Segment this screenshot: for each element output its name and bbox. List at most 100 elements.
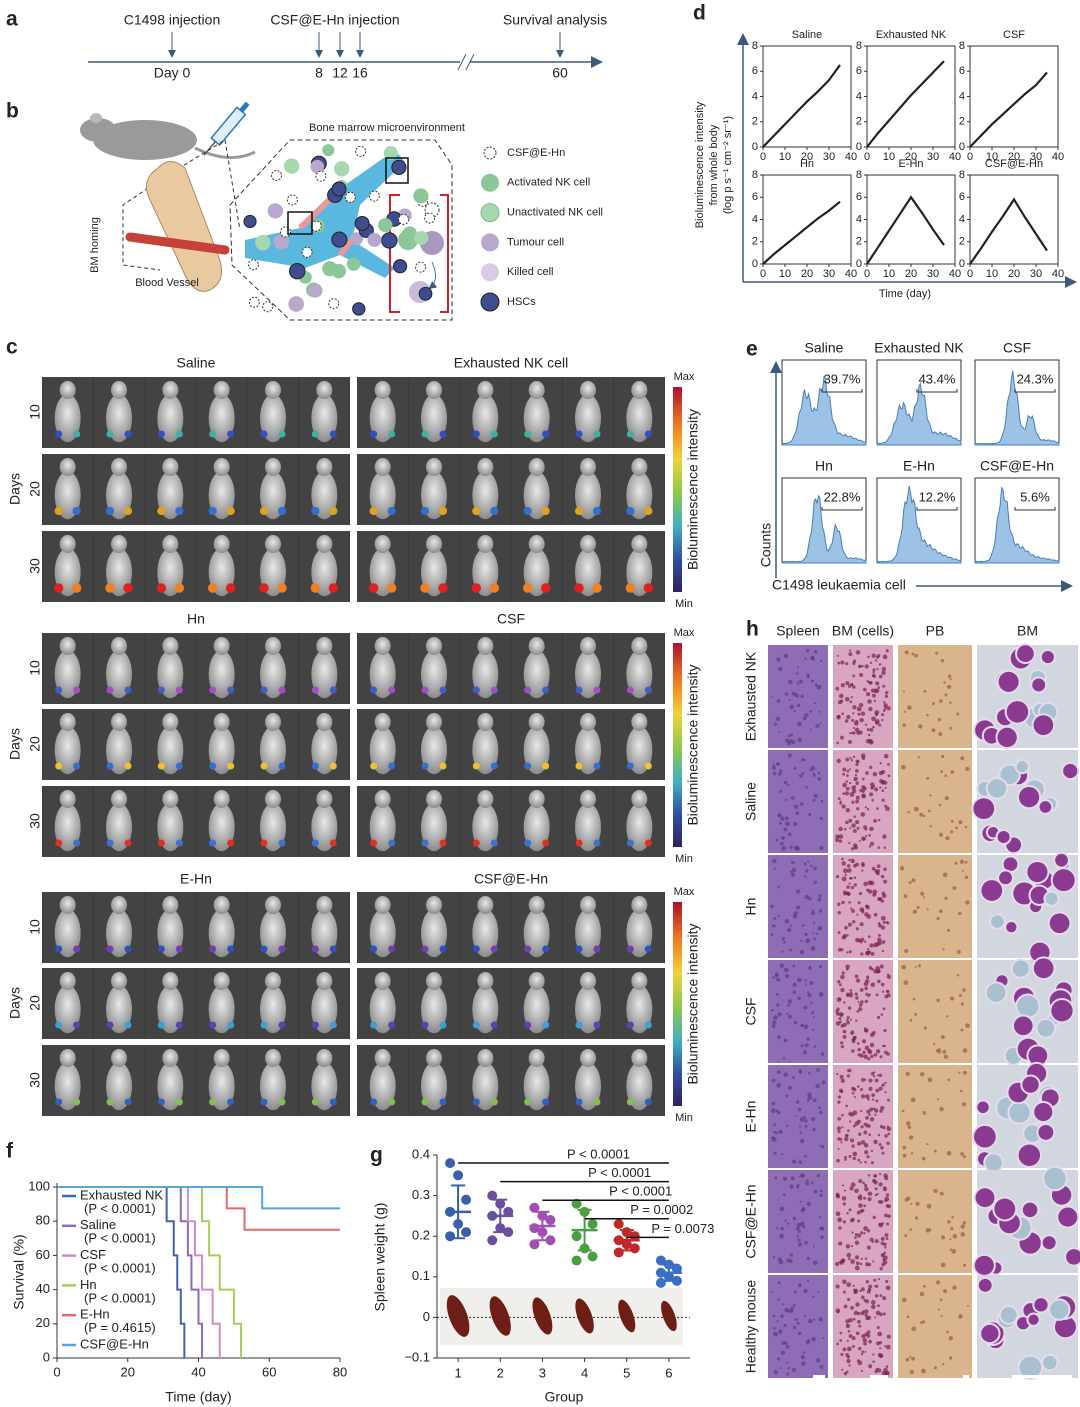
mouse-head	[374, 1049, 391, 1067]
cell-nucleus	[1041, 651, 1054, 664]
signal	[124, 945, 132, 953]
signal	[106, 945, 114, 953]
mouse	[106, 803, 132, 852]
stain	[869, 765, 873, 770]
day-label: 10	[27, 660, 43, 676]
stain	[854, 1121, 859, 1126]
stain	[836, 1072, 839, 1076]
stain	[771, 1024, 776, 1028]
mouse-head	[528, 896, 545, 914]
signal	[124, 839, 132, 847]
stain	[798, 1175, 801, 1178]
stain	[880, 1236, 885, 1241]
stain	[838, 1241, 843, 1246]
stain	[867, 1098, 870, 1101]
subplot-title: Exhausted NK	[876, 29, 947, 41]
point	[495, 1198, 506, 1209]
stain	[872, 772, 878, 777]
signal	[593, 945, 601, 953]
stain	[850, 682, 854, 687]
signal	[157, 945, 165, 953]
stain	[925, 1228, 931, 1233]
y-tick-label: 2	[856, 236, 862, 248]
stain	[847, 1329, 851, 1333]
stain	[887, 1204, 891, 1209]
signal	[71, 583, 82, 593]
stain	[786, 1012, 789, 1016]
stain	[881, 789, 885, 793]
colorbar-label: Bioluminescence intensity	[685, 664, 701, 825]
stain	[879, 1109, 883, 1113]
mouse	[311, 985, 338, 1034]
stain	[846, 951, 849, 954]
point	[571, 1255, 582, 1266]
event-label: Survival analysis	[503, 12, 607, 28]
mouse	[421, 985, 447, 1034]
stain	[916, 905, 920, 909]
signal	[421, 430, 429, 438]
mouse	[260, 803, 286, 852]
stain	[875, 993, 879, 997]
stain	[862, 1181, 865, 1185]
cell-nucleus	[1017, 995, 1039, 1017]
spleen-photo	[440, 1288, 683, 1345]
stain	[955, 826, 959, 830]
signal	[53, 583, 64, 593]
stain	[812, 1028, 815, 1031]
stain	[797, 1283, 802, 1288]
stain	[862, 1196, 867, 1200]
stain	[789, 704, 795, 710]
stain	[858, 664, 862, 668]
stain	[799, 1200, 802, 1203]
stain	[860, 1077, 865, 1082]
signal	[626, 686, 634, 694]
stain	[846, 1069, 850, 1072]
cell	[288, 296, 305, 312]
y-tick-label: 20	[36, 1315, 50, 1330]
stain	[858, 840, 861, 843]
stain	[849, 1018, 853, 1021]
signal	[524, 1098, 532, 1106]
mouse	[626, 1062, 653, 1111]
signal	[490, 945, 498, 953]
cell	[350, 232, 364, 246]
gate-label: 24.3%	[1017, 371, 1054, 386]
legend-label: Saline	[80, 1217, 116, 1232]
stain	[784, 816, 789, 821]
stain	[937, 1049, 942, 1054]
stain	[859, 907, 865, 913]
stain	[841, 1113, 844, 1117]
group-title: Saline	[177, 355, 216, 371]
stain	[800, 1173, 805, 1178]
signal	[386, 583, 397, 593]
stain	[858, 1346, 862, 1351]
stain	[914, 1216, 919, 1220]
stain	[848, 1111, 853, 1117]
y-tick-label: 0	[856, 141, 862, 153]
legend-icon	[481, 233, 499, 252]
stain	[846, 1252, 852, 1258]
stain	[965, 1023, 970, 1028]
line	[762, 64, 841, 148]
stain	[800, 1221, 805, 1226]
stain	[867, 1196, 872, 1202]
y-tick-label: 8	[752, 169, 758, 181]
stain	[863, 1204, 867, 1208]
stain	[792, 1216, 797, 1221]
stain	[845, 757, 850, 762]
mouse-head	[631, 458, 648, 476]
stain	[777, 1357, 781, 1361]
stain	[884, 786, 887, 790]
stain	[927, 1077, 933, 1083]
stain	[857, 1319, 861, 1324]
stain	[840, 987, 845, 993]
stain	[842, 1220, 847, 1224]
stain	[867, 1124, 871, 1128]
histogram	[974, 370, 1060, 446]
y-tick-label: 4	[856, 90, 862, 102]
stain	[949, 726, 953, 730]
signal	[55, 839, 63, 847]
mouse-head	[631, 972, 648, 990]
stain	[922, 1111, 927, 1115]
stain	[883, 753, 889, 759]
